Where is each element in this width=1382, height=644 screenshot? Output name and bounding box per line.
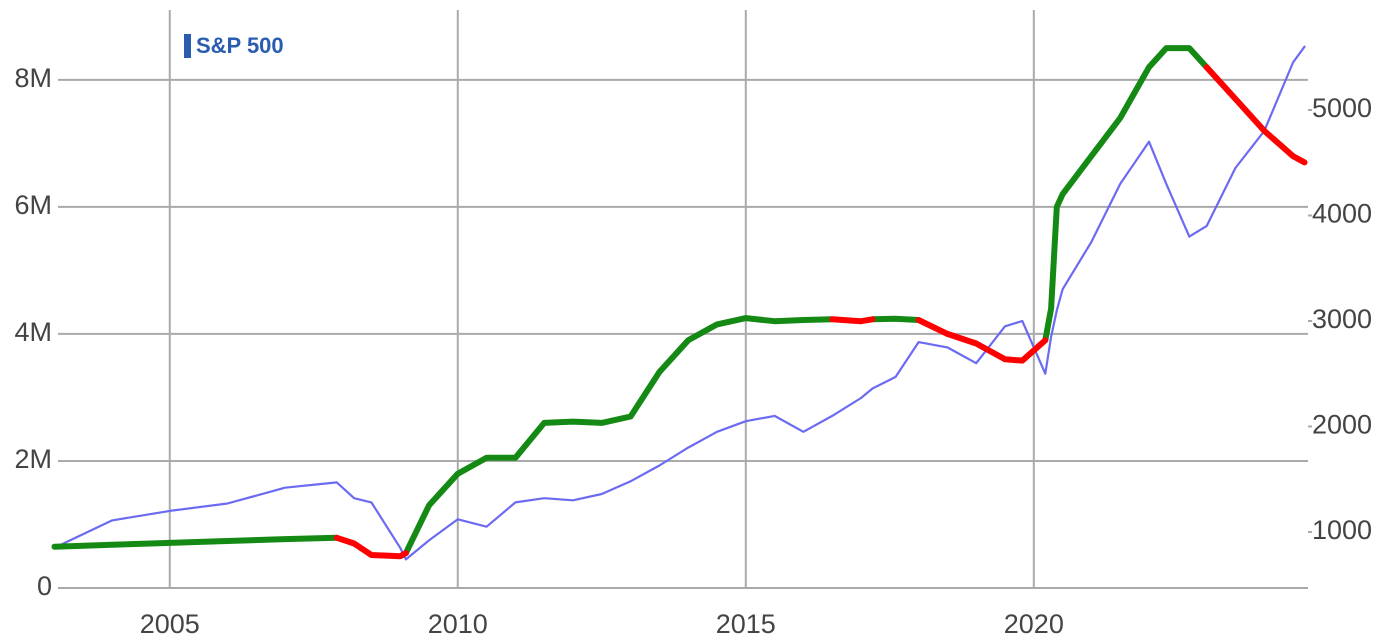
x-tick-label: 2020 [1004,609,1064,639]
series-line [333,64,1308,560]
y2-tick-label: 2000 [1312,410,1372,440]
y2-tick-label: 1000 [1312,515,1372,545]
x-tick-label: 2010 [428,609,488,639]
y-tick-label: 2M [14,444,52,474]
legend-label: S&P 500 [196,33,284,58]
y2-tick-label: 3000 [1312,304,1372,334]
x-tick-label: 2015 [716,609,776,639]
y-tick-label: 6M [14,190,52,220]
y2-tick-label: 4000 [1312,199,1372,229]
y-tick-label: 4M [14,317,52,347]
y-tick-label: 0 [37,571,52,601]
y-tick-label: 8M [14,63,52,93]
x-tick-label: 2005 [140,609,200,639]
y2-tick-label: 5000 [1312,93,1372,123]
series-line [53,45,1306,561]
legend-swatch [184,34,191,58]
series-line [51,45,1210,557]
